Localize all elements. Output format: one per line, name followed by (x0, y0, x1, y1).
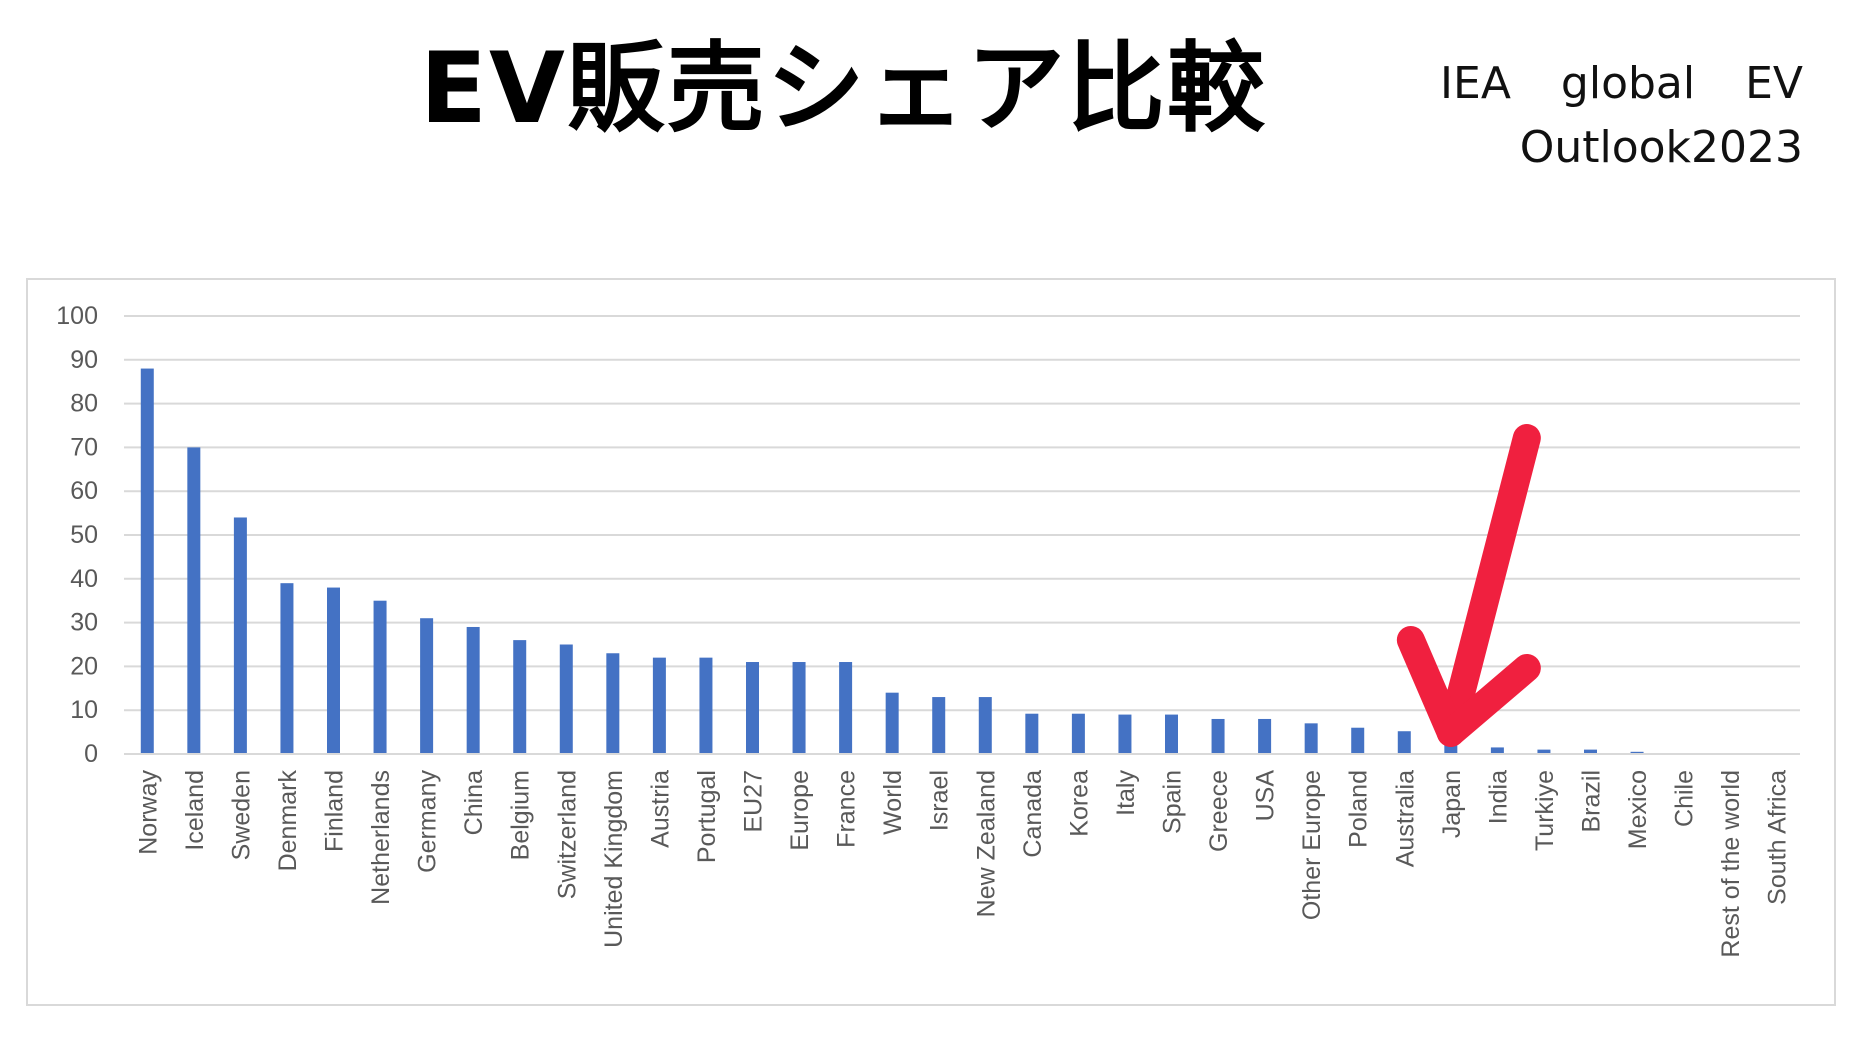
x-tick-label: Korea (1065, 770, 1093, 837)
x-tick-label: Europe (786, 770, 814, 851)
y-tick-label: 30 (70, 609, 98, 637)
bar-australia (1397, 731, 1411, 754)
bar-turkiye (1537, 749, 1551, 754)
x-tick-label: Germany (414, 770, 442, 873)
bar-austria (652, 657, 666, 754)
y-tick-label: 70 (70, 433, 98, 461)
x-tick-label: Japan (1438, 770, 1466, 838)
bar-greece (1211, 718, 1225, 754)
bar-israel (932, 697, 946, 754)
x-tick-label: Netherlands (367, 770, 395, 905)
bar-eu27 (746, 662, 759, 754)
x-tick-label: South Africa (1764, 770, 1792, 905)
bar-mexico (1630, 751, 1644, 754)
x-tick-label: Israel (926, 770, 954, 831)
y-tick-label: 100 (56, 302, 98, 330)
bar-finland (327, 587, 340, 754)
x-tick-label: Finland (321, 770, 349, 852)
x-tick-label: Sweden (227, 770, 255, 860)
y-tick-label: 60 (70, 477, 98, 505)
x-tick-label: India (1484, 770, 1512, 824)
chart-frame: 0 10 20 30 40 50 60 70 80 90 100 Norway Iceland Swede… (26, 278, 1836, 1006)
x-tick-label: Poland (1345, 770, 1373, 848)
bar-netherlands (373, 600, 387, 754)
bar-denmark (280, 583, 294, 754)
x-tick-label: Belgium (507, 770, 535, 860)
x-tick-label: Other Europe (1298, 770, 1326, 920)
y-tick-label: 50 (70, 521, 98, 549)
bar-korea (1071, 713, 1085, 754)
x-tick-label: Norway (134, 770, 162, 855)
x-tick-label: Portugal (693, 770, 721, 863)
bar-sweden (233, 517, 247, 754)
bar-spain (1165, 714, 1178, 754)
bar-chart: 0 10 20 30 40 50 60 70 80 90 100 Norway Iceland Swede… (56, 302, 1800, 958)
bar-belgium (513, 640, 527, 754)
bar-other-europe (1304, 723, 1318, 754)
x-tick-label: Iceland (181, 770, 209, 851)
annotation-arrow (1396, 424, 1541, 747)
x-tick-label: Spain (1159, 770, 1187, 834)
arrow-shaft (1436, 424, 1541, 747)
x-tick-label: World (879, 770, 907, 835)
bar-portugal (699, 657, 713, 754)
x-tick-label: Canada (1019, 770, 1047, 858)
x-tick-label: France (833, 770, 861, 848)
bar-brazil (1584, 749, 1597, 754)
x-tick-label: Italy (1112, 770, 1140, 816)
y-tick-label: 80 (70, 390, 98, 418)
x-tick-label: Turkiye (1531, 770, 1559, 851)
x-tick-label: Greece (1205, 770, 1233, 852)
x-tick-label: United Kingdom (600, 770, 628, 948)
bar-switzerland (559, 644, 573, 754)
bar-new-zealand (978, 697, 992, 754)
y-tick-label: 20 (70, 652, 98, 680)
x-tick-label: Rest of the world (1717, 770, 1745, 958)
bar-europe (792, 662, 806, 754)
x-tick-label: China (460, 770, 488, 835)
bar-norway (140, 368, 154, 754)
x-tick-label: Brazil (1578, 770, 1606, 833)
bar-world (885, 692, 899, 754)
x-tick-label: Austria (646, 770, 674, 848)
bar-united-kingdom (606, 653, 620, 754)
page-title: EV販売シェア比較 (420, 32, 1267, 146)
x-tick-label: Australia (1391, 770, 1419, 867)
bar-italy (1118, 714, 1132, 754)
x-tick-label: New Zealand (972, 770, 1000, 917)
source-label: IEA global EV Outlook2023 (1440, 58, 1803, 173)
y-tick-label: 40 (70, 565, 98, 593)
x-tick-label: Denmark (274, 770, 302, 872)
y-tick-label: 0 (84, 740, 98, 768)
bar-germany (420, 618, 434, 754)
bar-india (1490, 747, 1504, 754)
x-tick-label: EU27 (740, 770, 768, 833)
x-tick-label: Switzerland (553, 770, 581, 899)
bar-usa (1258, 718, 1272, 754)
y-tick-label: 90 (70, 346, 98, 374)
arrow-head-left (1396, 626, 1465, 747)
bar-iceland (187, 447, 201, 754)
x-tick-label: Chile (1671, 770, 1699, 827)
x-tick-label: Mexico (1624, 770, 1652, 849)
bar-france (839, 662, 853, 754)
bar-poland (1351, 727, 1365, 754)
y-tick-label: 10 (70, 696, 98, 724)
bar-china (466, 626, 480, 754)
bar-canada (1025, 713, 1039, 754)
arrow-head-right (1436, 654, 1541, 747)
x-tick-label: USA (1252, 770, 1280, 822)
